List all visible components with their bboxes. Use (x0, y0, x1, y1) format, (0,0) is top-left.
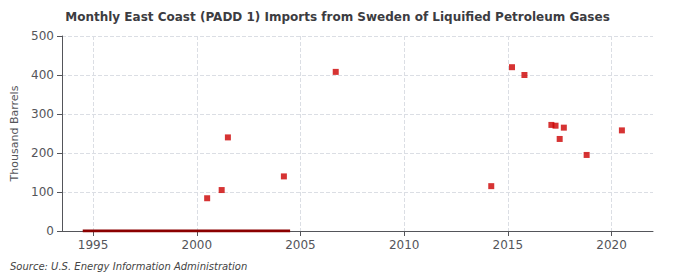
svg-text:2000: 2000 (182, 238, 213, 252)
svg-text:Source: U.S. Energy Informatio: Source: U.S. Energy Information Administ… (10, 261, 247, 272)
svg-text:Thousand Barrels: Thousand Barrels (8, 85, 21, 182)
svg-text:400: 400 (31, 68, 54, 82)
svg-text:2010: 2010 (389, 238, 420, 252)
svg-text:200: 200 (31, 146, 54, 160)
svg-text:300: 300 (31, 107, 54, 121)
svg-text:1995: 1995 (78, 238, 109, 252)
svg-text:Monthly East Coast (PADD 1) Im: Monthly East Coast (PADD 1) Imports from… (65, 10, 610, 24)
svg-text:0: 0 (46, 224, 54, 238)
svg-text:2015: 2015 (493, 238, 524, 252)
svg-text:2005: 2005 (285, 238, 316, 252)
svg-text:100: 100 (31, 185, 54, 199)
svg-text:2020: 2020 (596, 238, 627, 252)
svg-text:500: 500 (31, 29, 54, 43)
